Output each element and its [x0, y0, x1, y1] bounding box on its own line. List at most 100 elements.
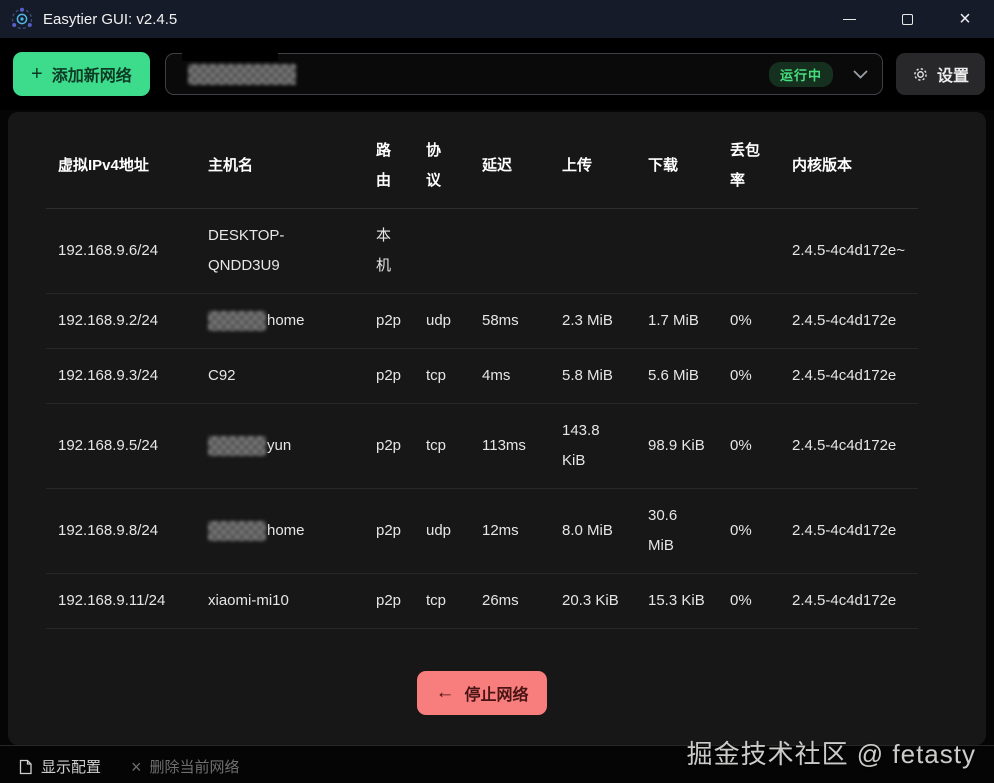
cell-latency: 4ms	[482, 367, 511, 384]
column-header: 上传	[550, 124, 636, 209]
cell-host: yun	[196, 404, 364, 489]
peer-row: 192.168.9.8/24 home p2p udp 12ms 8.0 MiB 30.6 …	[46, 489, 918, 574]
cell-loss: 0%	[730, 367, 752, 384]
cell-download	[636, 209, 718, 294]
network-name-redacted	[187, 63, 296, 85]
gear-icon	[914, 67, 927, 81]
cell-kernel: 2.4.5-4c4d172e	[792, 367, 897, 384]
cell-upload: 5.8 MiB	[562, 367, 613, 384]
minimize-button[interactable]	[820, 0, 878, 38]
stop-row: ← 停止网络	[46, 671, 918, 715]
cell-proto: udp	[426, 522, 452, 539]
peer-row: 192.168.9.11/24 xiaomi-mi10 p2p tcp 26ms 20.3…	[46, 574, 918, 629]
delete-network-label: 删除当前网络	[149, 759, 240, 776]
cell-kernel: 2.4.5-4c4d172e	[792, 592, 897, 609]
stop-network-label: 停止网络	[464, 687, 529, 704]
arrow-left-icon: ←	[435, 682, 455, 703]
cell-download: 1.7 MiB	[648, 312, 699, 329]
window-title: Easytier GUI: v2.4.5	[43, 10, 178, 28]
column-header: 协议	[414, 124, 470, 209]
cell-latency	[470, 209, 550, 294]
cell-download: 15.3 KiB	[648, 592, 705, 609]
cell-host: C92	[208, 367, 236, 384]
network-select[interactable]: 运行中	[164, 45, 883, 95]
cell-ip: 192.168.9.5/24	[58, 437, 159, 454]
close-icon: ×	[959, 8, 971, 30]
cell-latency: 113ms	[482, 437, 526, 454]
peers-card: 虚拟IPv4地址 主机名 路由 协议 延迟 上传 下载 丢包率 内核版本 192.168.9.6/…	[8, 112, 986, 745]
cell-kernel: 2.4.5-4c4d172e	[792, 312, 897, 329]
cell-route: p2p	[376, 592, 402, 609]
settings-button[interactable]: 设置	[895, 53, 985, 95]
cell-upload: 8.0 MiB	[562, 522, 613, 539]
cell-ip: 192.168.9.11/24	[58, 592, 166, 609]
cell-loss	[718, 209, 780, 294]
plus-icon: +	[31, 63, 43, 85]
cell-route: p2p	[376, 367, 402, 384]
cell-proto: udp	[426, 312, 452, 329]
peer-row: 192.168.9.2/24 home p2p udp 58ms 2.3 MiB 1.7 M…	[46, 294, 918, 349]
cell-loss: 0%	[730, 312, 752, 329]
peer-row: 192.168.9.5/24 yun p2p tcp 113ms 143.8 KiB 98.…	[46, 404, 918, 489]
footer-bar: 显示配置 × 删除当前网络	[0, 745, 994, 783]
cell-upload: 143.8 KiB	[562, 422, 600, 469]
add-network-label: 添加新网络	[51, 68, 132, 85]
peer-row: 192.168.9.3/24 C92 p2p tcp 4ms 5.8 MiB 5.6 MiB…	[46, 349, 918, 404]
cell-ip: 192.168.9.2/24	[58, 312, 159, 329]
cell-ip: 192.168.9.6/24	[58, 242, 159, 259]
maximize-icon	[901, 13, 913, 25]
cell-loss: 0%	[730, 437, 752, 454]
maximize-button[interactable]	[878, 0, 936, 38]
redacted-text	[208, 311, 266, 332]
column-header: 下载	[636, 124, 718, 209]
cell-host: xiaomi-mi10	[208, 592, 289, 609]
cell-loss: 0%	[730, 522, 752, 539]
cell-download: 30.6 MiB	[648, 507, 678, 554]
close-button[interactable]: ×	[936, 0, 994, 38]
cell-upload: 20.3 KiB	[562, 592, 619, 609]
redacted-text	[208, 436, 266, 457]
column-header: 主机名	[196, 124, 364, 209]
cell-upload: 2.3 MiB	[562, 312, 613, 329]
cell-proto: tcp	[426, 437, 447, 454]
cell-download: 98.9 KiB	[648, 437, 705, 454]
column-header: 虚拟IPv4地址	[46, 124, 196, 209]
cell-ip: 192.168.9.8/24	[58, 522, 159, 539]
status-badge: 运行中	[768, 61, 833, 87]
cell-latency: 12ms	[482, 522, 519, 539]
network-label-redacted	[181, 45, 278, 61]
x-icon: ×	[131, 756, 142, 777]
cell-host: home	[196, 294, 364, 349]
settings-label: 设置	[936, 68, 969, 85]
cell-proto	[414, 209, 470, 294]
cell-proto: tcp	[426, 592, 447, 609]
peers-table: 虚拟IPv4地址 主机名 路由 协议 延迟 上传 下载 丢包率 内核版本 192.168.9.6/…	[46, 124, 918, 629]
cell-upload	[550, 209, 636, 294]
cell-proto: tcp	[426, 367, 447, 384]
column-header: 内核版本	[780, 124, 918, 209]
show-config-button[interactable]: 显示配置	[18, 756, 101, 777]
main-area: 虚拟IPv4地址 主机名 路由 协议 延迟 上传 下载 丢包率 内核版本 192.168.9.6/…	[0, 110, 994, 745]
cell-route: p2p	[376, 522, 402, 539]
delete-network-button[interactable]: × 删除当前网络	[131, 756, 240, 777]
cell-download: 5.6 MiB	[648, 367, 699, 384]
column-header: 丢包率	[718, 124, 780, 209]
cell-route: p2p	[376, 437, 402, 454]
column-header: 路由	[364, 124, 414, 209]
cell-ip: 192.168.9.3/24	[58, 367, 159, 384]
cell-host: DESKTOP-QNDD3U9	[208, 227, 285, 274]
stop-network-button[interactable]: ← 停止网络	[417, 671, 547, 715]
cell-loss: 0%	[730, 592, 752, 609]
redacted-text	[208, 521, 266, 542]
titlebar: Easytier GUI: v2.4.5 ×	[0, 0, 994, 38]
show-config-label: 显示配置	[41, 759, 102, 776]
chevron-down-icon	[853, 70, 868, 79]
cell-latency: 58ms	[482, 312, 519, 329]
add-network-button[interactable]: + 添加新网络	[13, 52, 150, 96]
cell-kernel: 2.4.5-4c4d172e~	[792, 242, 906, 259]
cell-host: home	[196, 489, 364, 574]
minimize-icon	[842, 18, 856, 20]
peer-row: 192.168.9.6/24 DESKTOP-QNDD3U9 本机 2.4.5-4c4…	[46, 209, 918, 294]
cell-kernel: 2.4.5-4c4d172e	[792, 437, 897, 454]
